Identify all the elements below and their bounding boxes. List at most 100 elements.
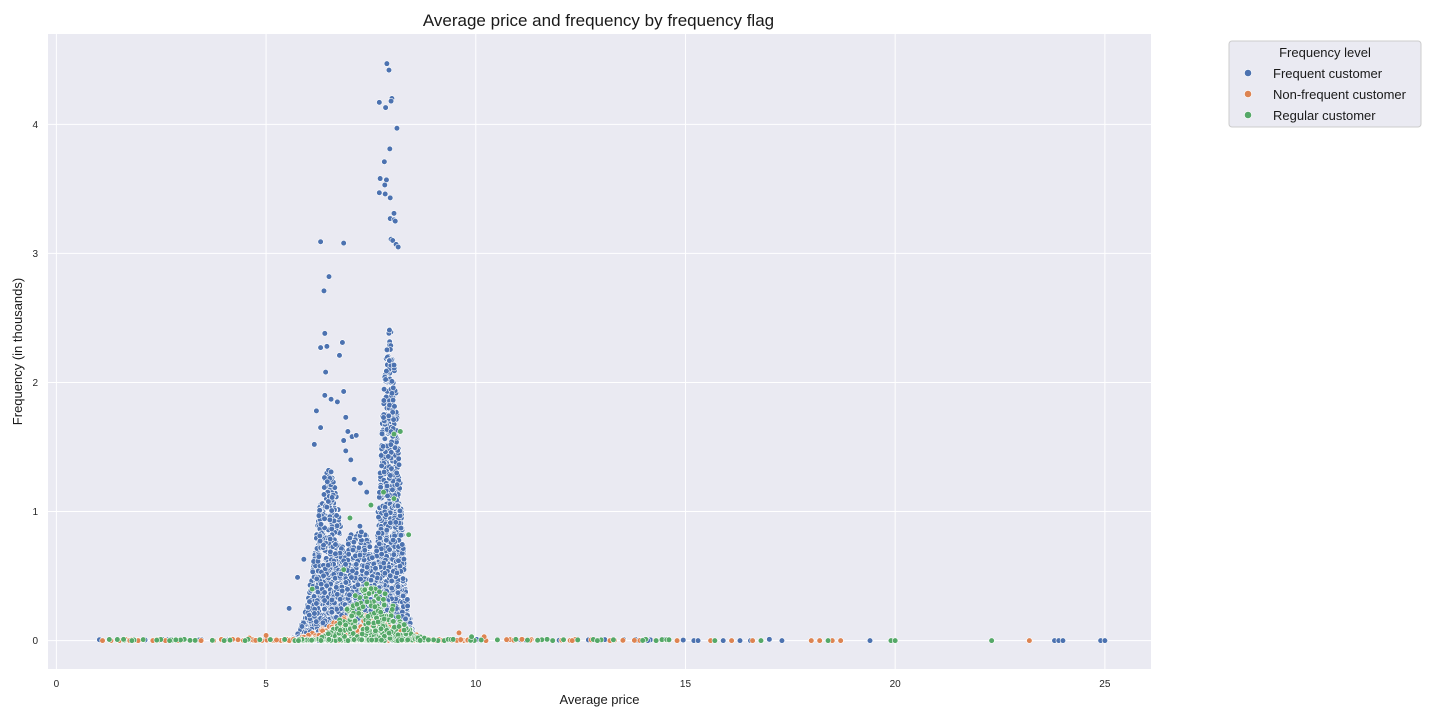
data-point: [377, 609, 384, 616]
data-point: [400, 556, 408, 563]
data-point: [381, 386, 388, 393]
data-point: [401, 621, 408, 628]
data-point: [395, 461, 403, 468]
data-point: [192, 637, 199, 644]
y-tick-label: 3: [32, 249, 38, 260]
data-point: [346, 514, 354, 522]
data-point: [455, 629, 463, 636]
data-point: [365, 590, 373, 597]
data-point: [361, 586, 368, 593]
data-point: [387, 472, 394, 479]
data-point: [273, 636, 280, 644]
data-point: [382, 190, 389, 198]
data-point: [343, 606, 351, 613]
data-point: [673, 637, 681, 644]
x-tick-label: 5: [263, 679, 269, 690]
data-point: [380, 397, 387, 404]
data-point: [377, 484, 384, 491]
data-point: [267, 636, 274, 643]
x-tick-label: 25: [1099, 679, 1111, 690]
data-point: [396, 563, 404, 570]
data-point: [393, 569, 401, 577]
data-point: [390, 618, 397, 625]
data-point: [534, 637, 541, 644]
data-point: [120, 636, 127, 643]
data-point: [430, 636, 437, 643]
data-point: [353, 601, 361, 608]
data-point: [391, 444, 399, 451]
data-point: [518, 636, 526, 643]
data-point: [321, 392, 328, 399]
data-point: [356, 552, 364, 559]
data-point: [313, 575, 320, 582]
data-point: [348, 612, 355, 619]
data-point: [387, 519, 394, 526]
data-point: [339, 339, 346, 346]
data-points: [96, 60, 1108, 644]
data-point: [346, 591, 353, 598]
data-point: [391, 403, 398, 410]
data-point: [390, 210, 398, 217]
data-point: [390, 495, 398, 502]
data-point: [140, 636, 147, 643]
data-point: [381, 590, 389, 597]
data-point: [372, 627, 379, 634]
data-point: [364, 613, 372, 620]
data-point: [324, 478, 331, 485]
data-point: [342, 621, 349, 629]
data-point: [394, 583, 402, 590]
data-point: [334, 398, 341, 405]
data-point: [503, 636, 510, 643]
data-point: [332, 541, 339, 548]
data-point: [350, 630, 357, 637]
data-point: [397, 532, 405, 539]
data-point: [294, 574, 301, 581]
data-point: [372, 565, 379, 572]
data-point: [313, 618, 320, 625]
data-point: [340, 566, 347, 573]
data-point: [380, 489, 387, 496]
data-point: [354, 581, 361, 588]
data-point: [363, 598, 371, 605]
data-point: [392, 519, 399, 526]
y-axis-label: Frequency (in thousands): [10, 278, 25, 425]
x-tick-label: 15: [680, 679, 692, 690]
data-point: [402, 615, 409, 623]
data-point: [395, 243, 402, 251]
data-point: [388, 585, 395, 592]
data-point: [309, 585, 316, 593]
data-point: [378, 430, 386, 437]
data-point: [381, 570, 388, 577]
data-point: [262, 632, 270, 639]
data-point: [560, 636, 567, 643]
data-point: [388, 390, 396, 397]
data-point: [329, 494, 336, 501]
data-point: [356, 523, 364, 530]
data-point: [757, 637, 765, 644]
data-point: [355, 610, 362, 617]
data-point: [172, 636, 179, 643]
legend-label: Regular customer: [1273, 108, 1376, 123]
data-point: [892, 637, 899, 644]
data-point: [339, 587, 346, 594]
data-point: [358, 528, 365, 536]
data-point: [377, 625, 385, 632]
data-point: [619, 637, 627, 644]
data-point: [340, 239, 347, 247]
data-point: [357, 480, 364, 487]
data-point: [327, 396, 335, 403]
data-point: [569, 637, 576, 644]
data-point: [317, 537, 324, 545]
data-point: [234, 636, 242, 643]
data-point: [385, 412, 392, 419]
data-point: [380, 414, 387, 421]
data-point: [388, 465, 395, 472]
data-point: [319, 619, 327, 626]
data-point: [778, 637, 786, 644]
data-point: [333, 584, 340, 591]
data-point: [395, 623, 403, 630]
data-point: [389, 396, 397, 404]
data-point: [425, 636, 432, 643]
data-point: [385, 629, 393, 637]
data-point: [333, 522, 341, 529]
